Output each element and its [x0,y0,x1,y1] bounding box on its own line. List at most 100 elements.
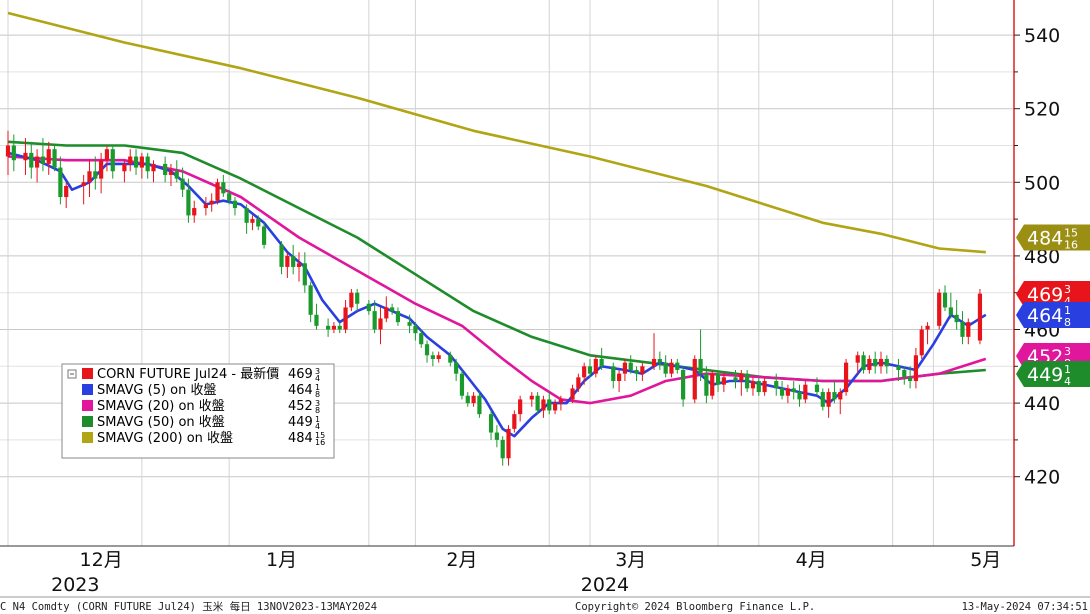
candle-body [209,200,214,205]
legend-swatch [82,384,93,395]
candle-body [104,149,110,161]
candle-body [355,292,360,304]
candle [232,197,238,216]
candle [465,392,470,407]
candle-body [721,377,726,385]
candle [797,384,802,407]
value-tag-bg [1016,302,1090,328]
candle [459,369,465,400]
candle [779,381,785,400]
candle-body [378,318,383,330]
candle-body [878,358,884,367]
legend-label: SMAVG (50) on 收盤 [97,415,225,430]
candle-body [937,292,942,326]
candle-body [215,182,220,201]
candle-body [477,395,482,415]
candle [244,204,249,234]
candle [99,152,104,194]
candle [902,366,907,385]
grid [0,0,1013,546]
candle-body [745,373,750,389]
candle-body [40,156,46,164]
candle [582,362,587,385]
candle [343,300,348,334]
candle [599,347,604,370]
candle [261,222,267,249]
value-tag-whole: 484 [1027,228,1063,250]
candle-body [814,384,820,393]
candle [419,329,424,348]
candle-body [145,156,150,172]
candle-body [454,362,459,374]
candle [11,134,16,172]
candle [873,351,878,374]
candle-body [896,366,901,370]
legend-value: 452 [288,399,313,414]
candle-body [180,178,185,190]
candle-body [779,388,785,396]
candle [878,351,884,374]
candle [791,381,796,400]
candle-body [459,373,465,396]
candle-body [343,307,348,330]
candle [558,395,563,411]
candle [122,160,127,183]
y-tick-label: 500 [1024,172,1060,194]
candle [518,395,523,422]
candle [285,252,290,278]
candle [640,362,645,382]
candle [512,410,517,433]
x-year-label: 2024 [581,574,629,596]
candle-body [611,366,616,382]
candle-body [512,414,517,429]
candle-body [826,392,831,407]
candle [390,303,395,315]
candle-body [861,355,866,370]
candle [593,355,598,378]
footer-left: C N4 Comdty (CORN FUTURE Jul24) 玉米 每日 13… [0,600,377,613]
y-tick-label: 440 [1024,393,1060,415]
candle-body [58,167,63,198]
candle-body [35,156,40,168]
candle-body [622,362,628,374]
candle-body [93,171,98,179]
candle [908,366,913,389]
candle-body [23,152,28,161]
candle-body [261,226,267,245]
candle [803,381,808,404]
candle [221,174,226,198]
candle-body [593,358,598,374]
candle [145,152,150,179]
candle-body [151,163,156,172]
candle [128,149,133,172]
candle-body [296,263,302,267]
value-tag: 469 34 [1016,281,1090,308]
candle-body [634,369,639,374]
candle [681,366,686,407]
candle [407,314,412,334]
candle-body [244,208,249,223]
legend-swatch [82,416,93,427]
candle-body [750,381,756,389]
candle [651,333,657,370]
candle [867,355,872,374]
candle-body [291,255,296,267]
candle-body [529,395,534,400]
candle [151,160,156,183]
candle-body [64,185,69,198]
candle-body [174,171,179,179]
candle [430,351,435,367]
candle-body [704,373,709,396]
candle-body [884,358,889,367]
candle-body [99,160,104,179]
candle [535,392,540,415]
candle-body [791,388,796,393]
legend-frac-num: 15 [315,431,325,440]
candle [192,200,197,223]
candle [163,156,168,183]
legend-value: 484 [288,431,313,446]
candle-body [186,189,191,216]
candle [81,174,86,205]
legend-value: 469 [288,367,313,382]
